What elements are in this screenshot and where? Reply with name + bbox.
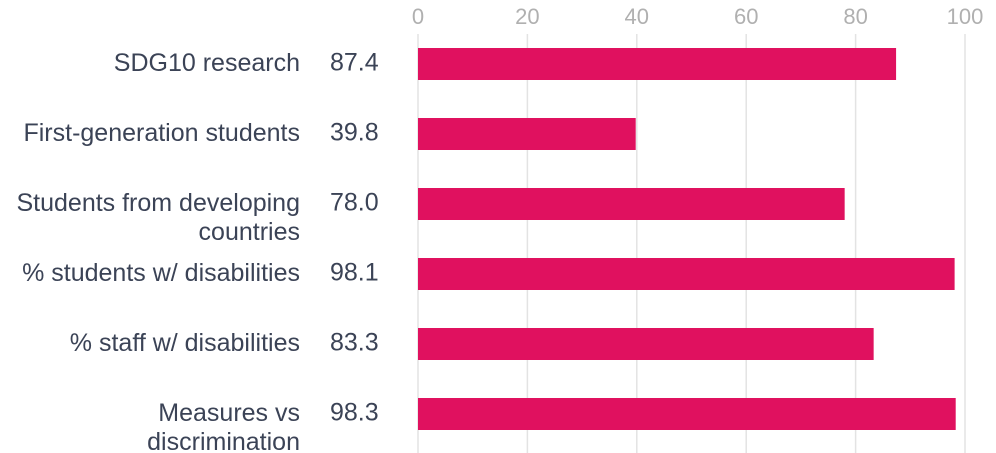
x-tick-label: 0 [412,4,424,29]
x-tick-label: 20 [515,4,539,29]
value-label: 78.0 [330,189,379,217]
category-label: Students from developing countries [16,189,300,246]
category-label: % students w/ disabilities [22,259,300,287]
x-tick-label: 40 [625,4,649,29]
value-label: 98.1 [330,259,379,287]
x-tick-label: 100 [947,4,984,29]
value-label: 87.4 [330,49,379,77]
bar [418,328,874,360]
value-label: 98.3 [330,399,379,427]
category-label: SDG10 research [113,49,300,77]
bar [418,398,956,430]
bar [418,118,636,150]
category-label: Measures vs discrimination [147,399,300,453]
category-label: First-generation students [23,119,300,147]
bar [418,188,845,220]
value-label: 39.8 [330,119,379,147]
category-label: % staff w/ disabilities [69,329,300,357]
bar [418,48,897,80]
bar [418,258,955,290]
value-label: 83.3 [330,329,379,357]
x-tick-label: 80 [843,4,867,29]
x-tick-label: 60 [734,4,758,29]
